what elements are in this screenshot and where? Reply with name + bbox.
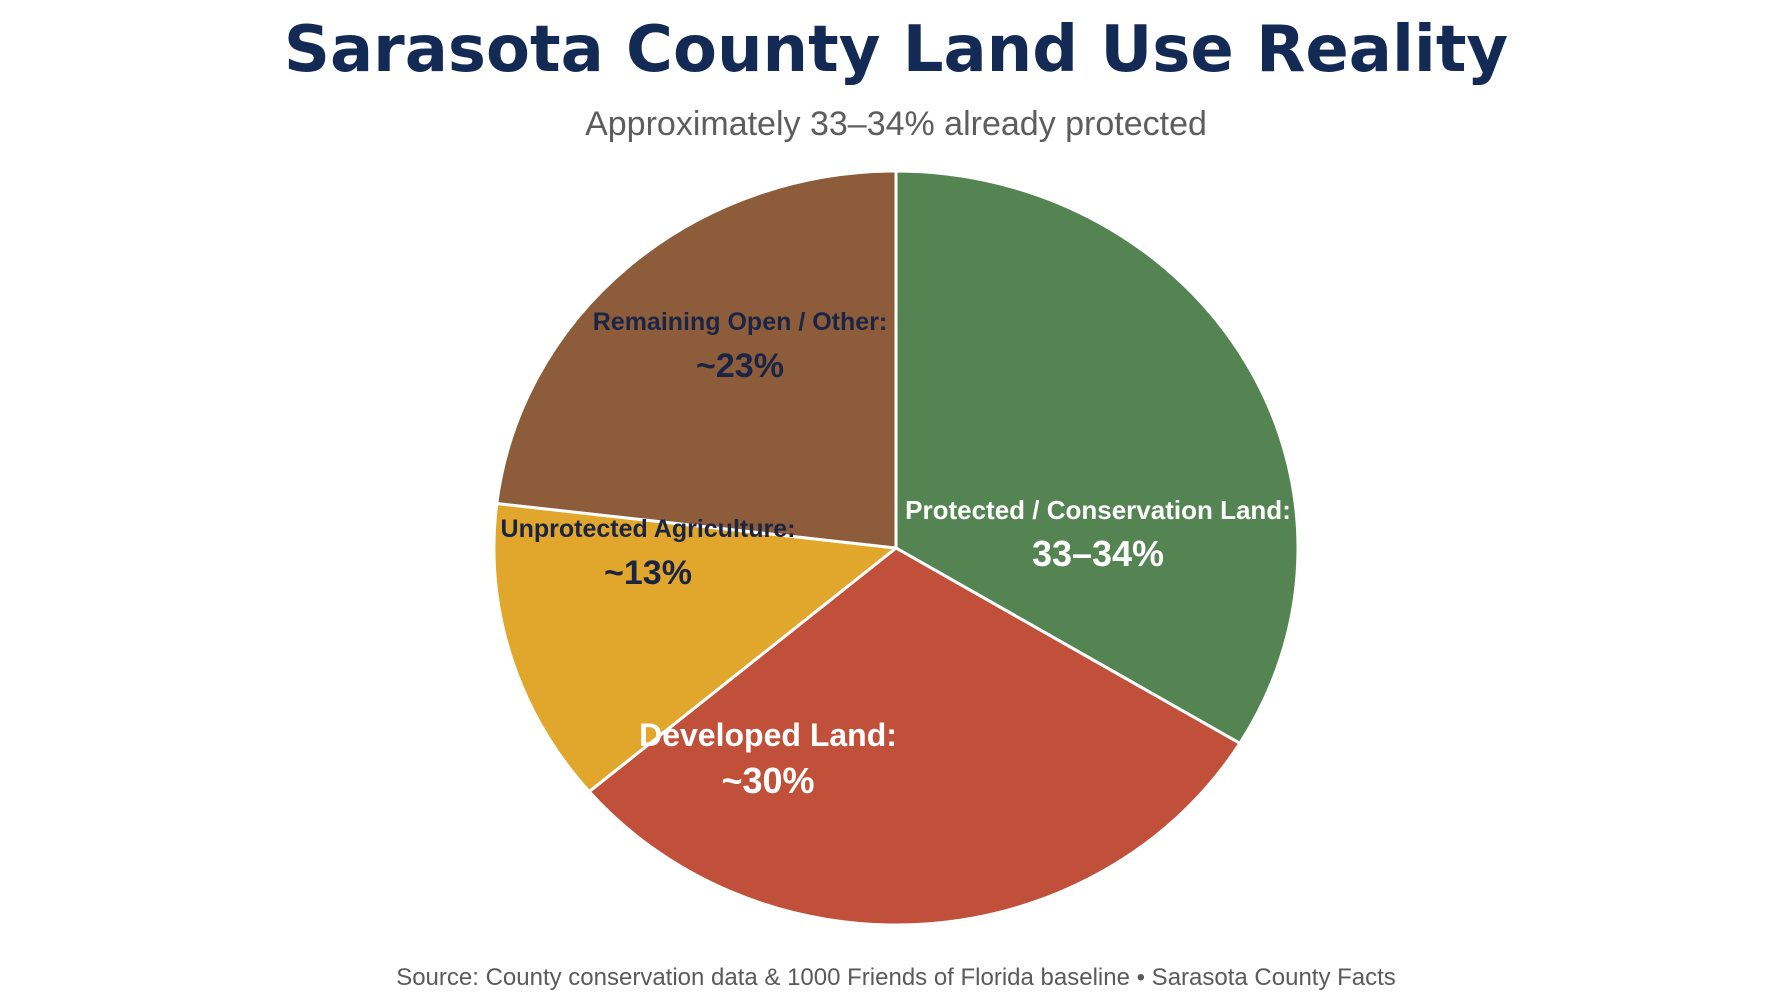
- source-note: Source: County conservation data & 1000 …: [396, 964, 1396, 991]
- slice-value-unprotected-agriculture: ~13%: [604, 554, 692, 592]
- chart-subtitle: Approximately 33–34% already protected: [585, 105, 1207, 143]
- slice-label-unprotected-agriculture: Unprotected Agriculture:: [501, 515, 796, 543]
- slice-value-protected-conservation-land: 33–34%: [1032, 533, 1164, 574]
- pie-labels: Protected / Conservation Land: 33–34% Deve…: [501, 308, 1291, 801]
- slice-value-developed-land: ~30%: [721, 760, 814, 801]
- slice-label-protected-conservation-land: Protected / Conservation Land:: [905, 495, 1291, 525]
- pie-slices: [492, 169, 1300, 927]
- pie-slice-developed-land: [587, 546, 1242, 927]
- slice-value-remaining-open-other: ~23%: [696, 347, 784, 385]
- pie-slice-unprotected-agriculture: [492, 501, 898, 794]
- pie-slice-protected-conservation-land: [894, 169, 1300, 745]
- slice-label-developed-land: Developed Land:: [639, 717, 897, 753]
- pie-slice-remaining-open-other: [495, 169, 898, 550]
- chart-title: Sarasota County Land Use Reality: [283, 13, 1509, 87]
- slice-label-remaining-open-other: Remaining Open / Other:: [593, 308, 887, 336]
